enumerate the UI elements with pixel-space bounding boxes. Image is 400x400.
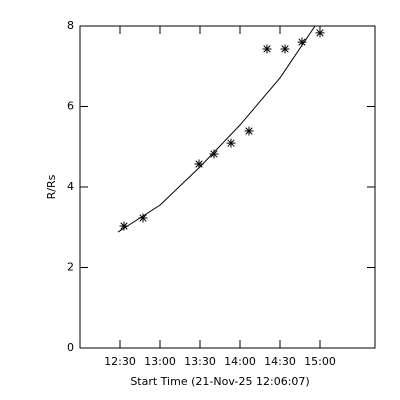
point [138,213,148,223]
x-axis-label: Start Time (21-Nov-25 12:06:07) [130,375,309,388]
point [262,44,272,54]
point [226,138,236,148]
y-tick-label: 8 [67,19,74,32]
point [244,126,254,136]
x-tick-label: 14:00 [224,355,256,368]
y-tick-label: 2 [67,261,74,274]
point [209,149,219,159]
x-tick-label: 12:30 [104,355,136,368]
y-tick-label: 0 [67,341,74,354]
point [194,159,204,169]
point [315,28,325,38]
x-tick-label: 14:30 [264,355,296,368]
x-tick-label: 13:00 [144,355,176,368]
x-tick-label: 15:00 [304,355,336,368]
y-tick-label: 6 [67,100,74,113]
point [119,221,129,231]
y-axis-label: R/Rs [45,174,58,199]
point [280,44,290,54]
fit-line [117,25,316,233]
x-tick-label: 13:30 [184,355,216,368]
point [297,37,307,47]
y-tick-label: 4 [67,180,74,193]
plot-frame [79,25,376,349]
